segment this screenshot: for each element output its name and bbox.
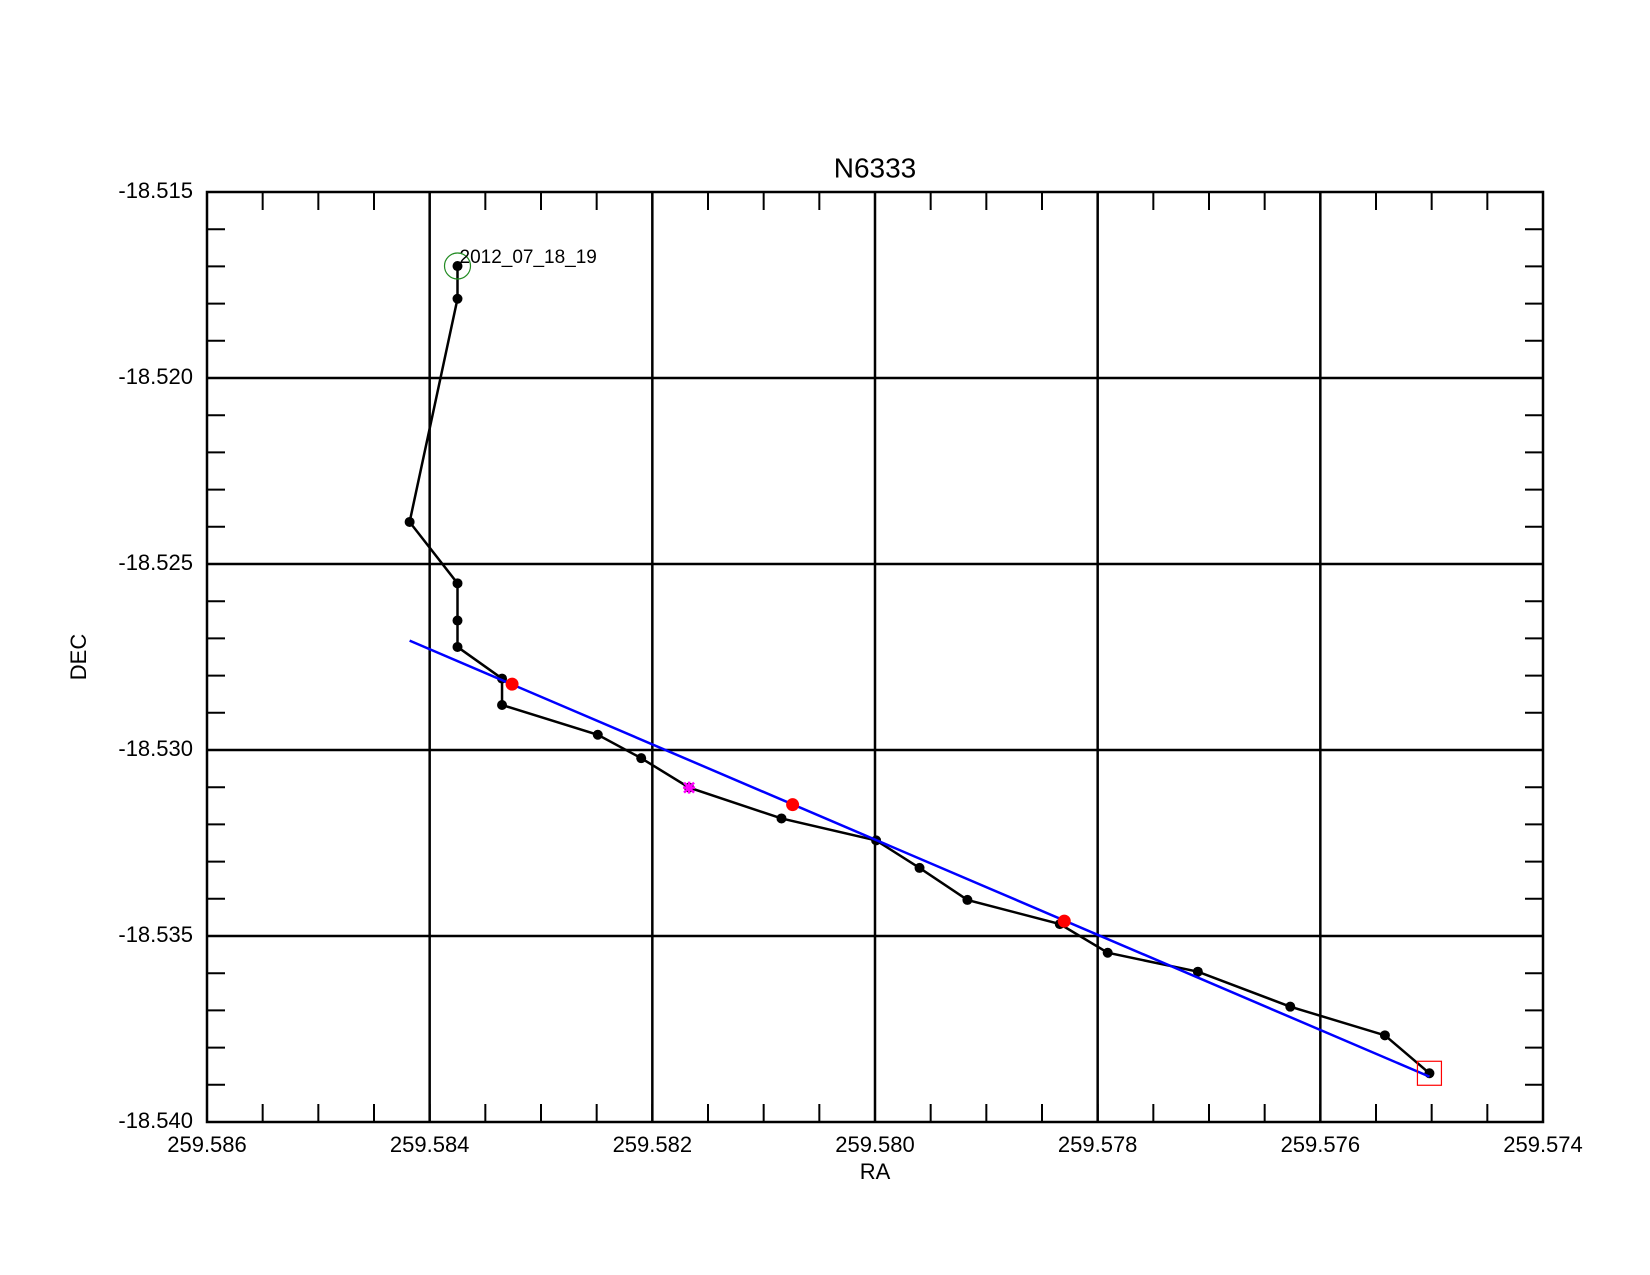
point [452,261,463,272]
x-tick-label: 259.586 [167,1132,247,1157]
x-tick-label: 259.578 [1058,1132,1138,1157]
y-tick-label: -18.535 [118,922,193,947]
point [452,641,463,652]
point [452,615,463,626]
point [1379,1030,1390,1041]
highlight-point [786,798,800,812]
plot-frame [205,190,1545,1124]
y-tick-label: -18.540 [118,1108,193,1133]
y-tick-label: -18.530 [118,736,193,761]
x-tick-label: 259.576 [1281,1132,1361,1157]
chart-title: N6333 [834,152,917,183]
x-tick-label: 259.574 [1503,1132,1583,1157]
star-marker [683,781,696,794]
end-marker [1416,1060,1443,1086]
point [592,729,603,740]
point [1192,966,1203,977]
highlight-point [1057,914,1071,928]
start-marker [443,252,472,280]
point [636,753,647,764]
series-line [408,266,1431,1075]
point [452,293,463,304]
point [497,699,508,710]
point [452,578,463,589]
x-tick-label: 259.582 [613,1132,693,1157]
y-tick-label: -18.515 [118,178,193,203]
point [776,813,787,824]
x-axis-label: RA [860,1159,891,1184]
point [962,894,973,905]
annotation: 2012_07_18_19 [460,247,597,268]
y-tick-label: -18.525 [118,550,193,575]
y-axis-label: DEC [66,634,91,681]
x-tick-label: 259.580 [835,1132,915,1157]
x-tick-label: 259.584 [390,1132,470,1157]
point [1102,947,1113,958]
y-tick-label: -18.520 [118,364,193,389]
series-line [409,639,1430,1078]
point [1424,1068,1435,1079]
point [914,862,925,873]
highlight-point [505,677,519,691]
point [404,516,415,527]
point [1285,1001,1296,1012]
